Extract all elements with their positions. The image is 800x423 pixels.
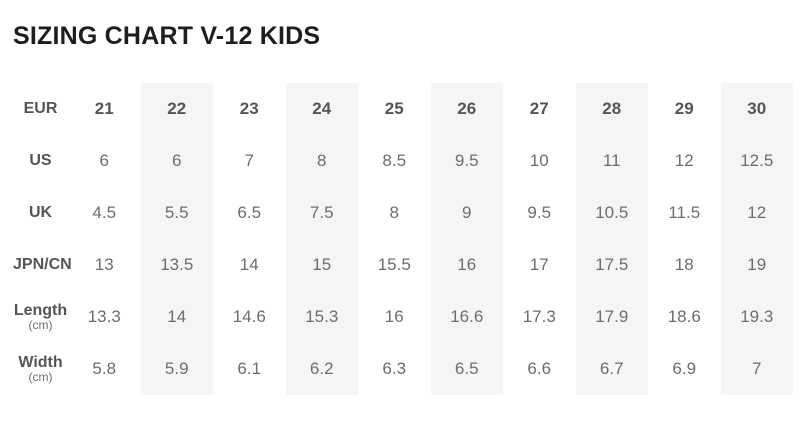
- size-cell: 16: [384, 307, 404, 326]
- column-header-21: 21: [94, 99, 114, 118]
- size-cell: 18.6: [667, 307, 701, 326]
- size-cell: 17.9: [575, 291, 648, 343]
- size-cell: 12.5: [720, 135, 793, 187]
- size-cell: 9.5: [430, 135, 503, 187]
- page-title: SIZING CHART V-12 KIDS: [13, 22, 321, 50]
- column-header-23: 23: [239, 99, 259, 118]
- table-row-us: US 6 6 7 8 8.5 9.5 10 11 12 12.5: [13, 135, 793, 187]
- row-label-text: EUR: [23, 100, 58, 118]
- size-cell: 13.5: [140, 239, 213, 291]
- size-cell: 8.5: [382, 151, 407, 170]
- size-cell: 17.5: [575, 239, 648, 291]
- table-row-jpn-cn: JPN/CN 13 13.5 14 15 15.5 16 17 17.5 18 19: [13, 239, 793, 291]
- row-label-length: Length (cm): [13, 291, 68, 343]
- size-cell: 13: [94, 255, 114, 274]
- size-cell: 5.5: [140, 187, 213, 239]
- size-cell: 18: [674, 255, 694, 274]
- column-header-29: 29: [674, 99, 694, 118]
- size-cell: 9.5: [527, 203, 552, 222]
- size-cell: 19.3: [720, 291, 793, 343]
- size-cell: 14.6: [232, 307, 266, 326]
- table-row-length: Length (cm) 13.3 14 14.6 15.3 16 16.6 17.3 17.9 18…: [13, 291, 793, 343]
- size-cell: 7: [720, 343, 793, 395]
- row-label-text: US: [29, 152, 52, 170]
- column-header-22: 22: [140, 83, 213, 135]
- size-cell: 6.9: [672, 359, 697, 378]
- size-cell: 10: [529, 151, 549, 170]
- size-cell: 14: [140, 291, 213, 343]
- size-cell: 9: [430, 187, 503, 239]
- column-header-27: 27: [529, 99, 549, 118]
- size-cell: 8: [389, 203, 399, 222]
- row-label-jpn-cn: JPN/CN: [13, 239, 72, 291]
- row-label-text: UK: [28, 204, 53, 222]
- size-cell: 12: [720, 187, 793, 239]
- size-cell: 6.7: [575, 343, 648, 395]
- row-label-text: Length: [13, 301, 68, 319]
- row-label-text: JPN/CN: [13, 256, 72, 274]
- size-cell: 15.3: [285, 291, 358, 343]
- row-label-uk: UK: [13, 187, 68, 239]
- sizing-table-body: EUR 21 22 23 24 25 26 27 28 29 30 US 6 6 7 8 8.5 9.5 10 11 1…: [13, 83, 793, 395]
- size-cell: 16: [430, 239, 503, 291]
- size-cell: 19: [720, 239, 793, 291]
- size-cell: 6.3: [382, 359, 407, 378]
- size-cell: 5.8: [92, 359, 117, 378]
- size-cell: 8: [285, 135, 358, 187]
- size-cell: 16.6: [430, 291, 503, 343]
- size-cell: 6.5: [430, 343, 503, 395]
- size-cell: 6.1: [237, 359, 262, 378]
- size-cell: 15: [285, 239, 358, 291]
- row-label-unit: (cm): [28, 318, 53, 333]
- size-cell: 5.9: [140, 343, 213, 395]
- column-header-24: 24: [285, 83, 358, 135]
- size-cell: 7.5: [285, 187, 358, 239]
- table-row-eur: EUR 21 22 23 24 25 26 27 28 29 30: [13, 83, 793, 135]
- column-header-25: 25: [384, 99, 404, 118]
- table-row-uk: UK 4.5 5.5 6.5 7.5 8 9 9.5 10.5 11.5 12: [13, 187, 793, 239]
- size-cell: 13.3: [87, 307, 121, 326]
- row-label-text: Width: [18, 353, 63, 371]
- size-cell: 10.5: [575, 187, 648, 239]
- row-label-eur: EUR: [13, 83, 68, 135]
- sizing-table: EUR 21 22 23 24 25 26 27 28 29 30 US 6 6 7 8 8.5 9.5 10 11 1…: [13, 83, 793, 395]
- size-cell: 11: [575, 135, 648, 187]
- size-cell: 4.5: [92, 203, 117, 222]
- size-cell: 14: [239, 255, 259, 274]
- size-cell: 17: [529, 255, 549, 274]
- column-header-28: 28: [575, 83, 648, 135]
- size-cell: 15.5: [377, 255, 411, 274]
- column-header-30: 30: [720, 83, 793, 135]
- size-cell: 12: [674, 151, 694, 170]
- table-row-width: Width (cm) 5.8 5.9 6.1 6.2 6.3 6.5 6.6 6.7 6.9 7: [13, 343, 793, 395]
- size-cell: 6: [99, 151, 109, 170]
- size-cell: 6.2: [285, 343, 358, 395]
- row-label-us: US: [13, 135, 68, 187]
- row-label-width: Width (cm): [13, 343, 68, 395]
- size-cell: 6: [140, 135, 213, 187]
- size-cell: 6.6: [527, 359, 552, 378]
- row-label-unit: (cm): [28, 370, 53, 385]
- size-cell: 11.5: [668, 203, 701, 222]
- size-cell: 6.5: [237, 203, 262, 222]
- size-cell: 7: [244, 151, 254, 170]
- size-cell: 17.3: [522, 307, 556, 326]
- column-header-26: 26: [430, 83, 503, 135]
